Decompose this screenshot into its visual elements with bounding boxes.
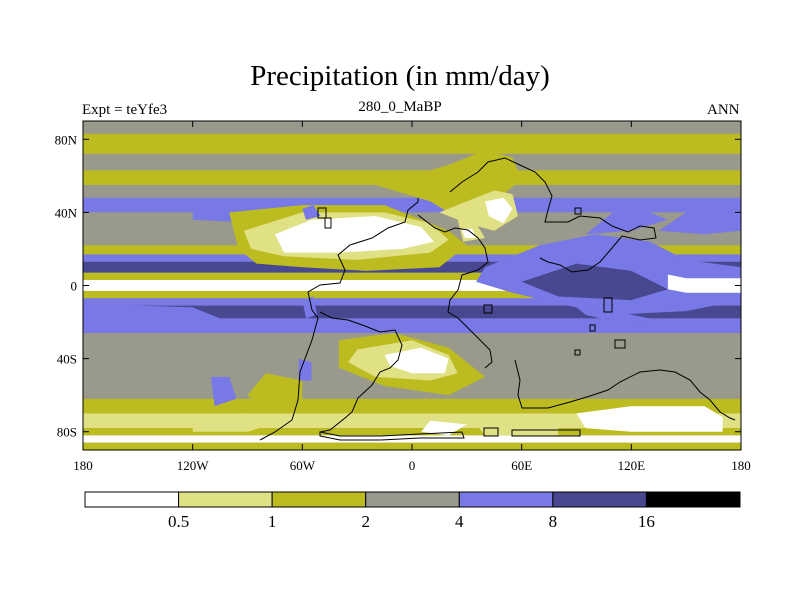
x-tick-label: 120E xyxy=(618,458,646,473)
precip-band xyxy=(83,318,741,334)
y-tick-label: 40S xyxy=(57,352,77,367)
colorbar-label: 1 xyxy=(268,512,277,531)
colorbar-swatch xyxy=(365,491,460,508)
island-outline xyxy=(603,297,613,313)
y-tick-label: 0 xyxy=(71,279,78,294)
precip-band xyxy=(83,272,741,281)
colorbar-label: 8 xyxy=(549,512,558,531)
coastline-south-america-east xyxy=(319,311,403,433)
y-tick-label: 80S xyxy=(57,425,77,440)
precip-region xyxy=(302,205,321,220)
precip-region xyxy=(485,197,513,224)
colorbar-swatch xyxy=(178,491,273,508)
precip-region xyxy=(298,358,312,381)
x-tick-label: 180 xyxy=(73,458,93,473)
x-tick-label: 60W xyxy=(290,458,316,473)
island-outline xyxy=(589,324,596,332)
colorbar-label: 0.5 xyxy=(168,512,189,531)
colorbar-swatch xyxy=(458,491,554,508)
precip-band xyxy=(83,290,741,299)
island-outline xyxy=(614,339,626,349)
island-outline xyxy=(483,427,499,437)
x-tick-label: 180 xyxy=(731,458,751,473)
chart-title: Precipitation (in mm/day) xyxy=(250,60,550,92)
precip-band xyxy=(83,435,741,443)
y-tick-label: 80N xyxy=(55,132,78,147)
precip-band xyxy=(83,133,741,154)
experiment-label: Expt = teYfe3 xyxy=(82,102,168,118)
precip-region xyxy=(576,406,723,432)
precip-region xyxy=(567,300,650,326)
period-label: 280_0_MaBP xyxy=(358,99,442,115)
x-tick-label: 120W xyxy=(177,458,210,473)
coastline-eurasia xyxy=(449,157,657,273)
map-field xyxy=(83,121,741,450)
precip-band xyxy=(83,121,741,134)
colorbar-swatch xyxy=(84,491,180,508)
x-tick-label: 0 xyxy=(409,458,416,473)
island-outline xyxy=(317,207,327,219)
precip-region xyxy=(384,347,449,374)
precip-band xyxy=(83,298,741,306)
island-outline xyxy=(483,304,493,314)
precip-region xyxy=(521,263,668,301)
precip-region xyxy=(667,274,741,293)
precip-band xyxy=(83,305,741,319)
y-tick-label: 40N xyxy=(55,205,78,220)
colorbar-label: 16 xyxy=(638,512,655,531)
colorbar: 0.5 1 2 4 8 16 xyxy=(84,491,741,531)
island-outline xyxy=(574,207,582,215)
precip-band xyxy=(83,428,741,436)
precip-region xyxy=(210,376,237,407)
precip-region xyxy=(192,413,285,432)
precip-band xyxy=(83,398,741,414)
precip-region xyxy=(302,296,317,319)
precip-region xyxy=(247,373,303,410)
island-outline xyxy=(574,349,581,356)
colorbar-label: 4 xyxy=(455,512,464,531)
island-outline xyxy=(324,217,332,229)
island-outline xyxy=(511,429,581,437)
coastline-antarctica xyxy=(319,431,465,441)
colorbar-swatch xyxy=(645,491,741,508)
precip-band xyxy=(83,280,741,291)
precip-region xyxy=(421,420,467,436)
precip-region xyxy=(274,216,434,253)
colorbar-label: 2 xyxy=(361,512,370,531)
precip-region xyxy=(461,228,476,238)
colorbar-swatch xyxy=(271,491,367,508)
precip-region xyxy=(83,303,230,326)
precip-region xyxy=(658,208,741,235)
precip-band xyxy=(83,153,741,171)
precip-region xyxy=(585,205,668,235)
coastline-layer xyxy=(259,157,736,441)
x-tick-label: 60E xyxy=(511,458,532,473)
coastline-americas xyxy=(259,198,419,441)
coastline-australia xyxy=(514,359,736,421)
season-label: ANN xyxy=(707,102,740,118)
axes: 180 120W 60W 0 60E 120E 180 80N 40N 0 40S 80S xyxy=(55,121,751,473)
colorbar-swatch xyxy=(552,491,647,508)
coastline-africa xyxy=(417,214,493,369)
